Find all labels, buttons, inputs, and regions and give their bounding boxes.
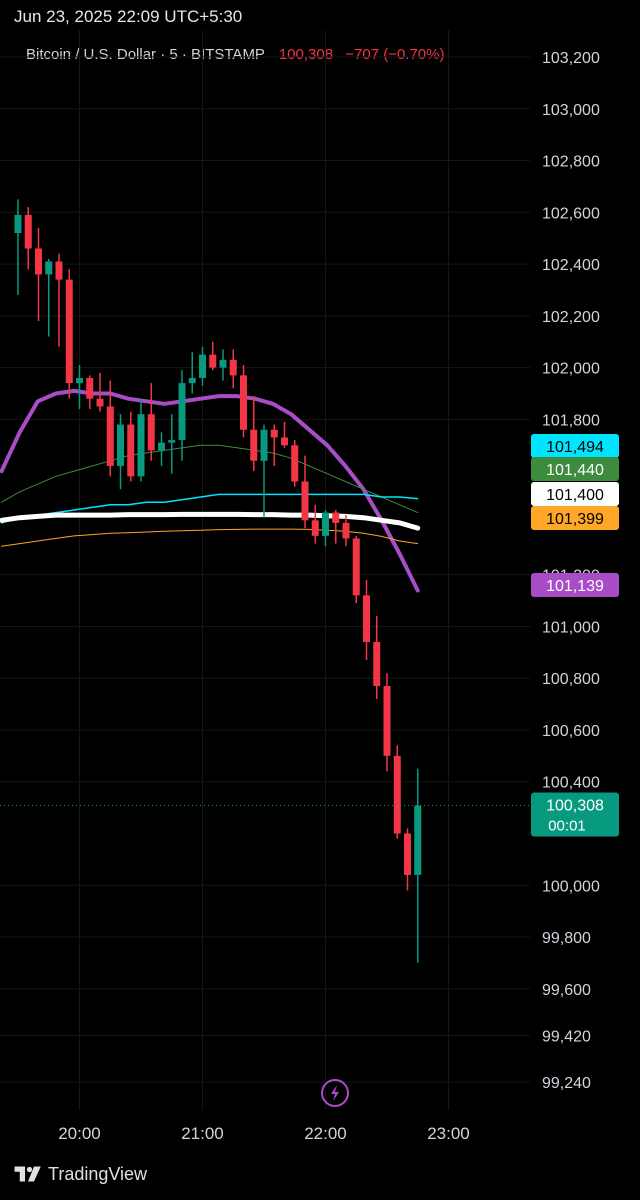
candle-body [35, 248, 42, 275]
lightning-icon[interactable] [321, 1079, 349, 1107]
price-label-white [531, 482, 619, 506]
y-tick-label: 102,800 [542, 154, 600, 171]
price-label-purple [531, 573, 619, 597]
tradingview-logo-icon [14, 1166, 41, 1182]
candle-body [250, 429, 258, 461]
last-price: 100,308 [278, 46, 334, 63]
series-green-line [1, 444, 419, 514]
y-tick-label: 99,420 [542, 1028, 591, 1045]
candle-body [45, 261, 53, 275]
candle-body [404, 833, 411, 875]
y-tick-label: 101,000 [542, 619, 600, 636]
candle-body [158, 442, 165, 451]
chart-legend: Bitcoin / U.S. Dollar · 5 · BITSTAMP 100… [26, 46, 445, 63]
candle-body [352, 538, 360, 596]
y-tick-label: 102,000 [542, 361, 600, 378]
price-chart[interactable]: 103,200 103,000 102,800 102,600 102,400 102,2… [0, 0, 640, 1160]
candle-body [342, 522, 350, 539]
candle-body [291, 445, 299, 482]
candle-body [199, 354, 206, 378]
candle-body [86, 377, 94, 399]
candle-body [322, 512, 329, 536]
candle-body [137, 414, 145, 477]
candle-body [383, 685, 391, 756]
candle-body [219, 359, 227, 368]
candle-body [229, 359, 237, 376]
y-tick-label: 103,000 [542, 102, 600, 119]
y-tick-label: 100,800 [542, 671, 600, 688]
candle-body [393, 755, 401, 834]
y-tick-label: 102,600 [542, 205, 600, 222]
candle-body [188, 377, 196, 384]
candle-body [209, 354, 217, 368]
current-price-label [531, 792, 619, 837]
price-label-text: 101,399 [546, 511, 604, 528]
price-label-text: 101,400 [546, 487, 604, 504]
y-tick-label: 99,800 [542, 930, 591, 947]
candle-body [178, 383, 186, 441]
x-tick-label: 20:00 [58, 1124, 101, 1143]
y-tick-label: 103,200 [542, 50, 600, 67]
candle-body [106, 406, 114, 466]
y-tick-label: 100,000 [542, 878, 600, 895]
lightning-bolt-icon [331, 1085, 339, 1101]
candle-body [24, 214, 32, 249]
candle-body [14, 214, 22, 234]
brand-name: TradingView [48, 1163, 148, 1184]
candle-body [270, 429, 278, 438]
candle-body [281, 437, 288, 446]
candle-body [332, 512, 340, 523]
price-change: −707 (−0.70%) [345, 46, 445, 63]
symbol-label: Bitcoin / U.S. Dollar · 5 · BITSTAMP [26, 46, 265, 63]
candle-body [363, 595, 370, 642]
x-tick-label: 22:00 [304, 1124, 347, 1143]
price-label-text: 101,494 [546, 439, 604, 456]
candle-body [96, 398, 104, 407]
candle-body [260, 429, 268, 461]
countdown-text: 00:01 [548, 818, 586, 835]
candle-body [168, 440, 176, 443]
y-tick-label: 100,400 [542, 775, 600, 792]
candle-body [373, 641, 381, 686]
y-tick-label: 101,800 [542, 412, 600, 429]
candle-body [117, 424, 124, 466]
candle-body [147, 414, 155, 451]
candle-body [127, 424, 135, 477]
series-purple-line [0, 388, 420, 593]
price-label-green [531, 457, 619, 481]
candle-body [65, 279, 73, 384]
current-price-text: 100,308 [546, 798, 604, 815]
y-tick-label: 100,600 [542, 723, 600, 740]
footer: TradingView [14, 1160, 147, 1188]
y-tick-label: 99,600 [542, 982, 591, 999]
status-bar: Jun 23, 2025 22:09 UTC+5:30 [0, 0, 640, 34]
y-tick-label: 99,240 [542, 1075, 591, 1092]
y-tick-label: 102,400 [542, 257, 600, 274]
timestamp: Jun 23, 2025 22:09 UTC+5:30 [14, 7, 243, 26]
candle-body [76, 377, 83, 384]
price-label-cyan [531, 434, 619, 458]
series-white-line [0, 511, 421, 531]
price-label-text: 101,440 [546, 462, 604, 479]
x-tick-label: 21:00 [181, 1124, 224, 1143]
candle-body [414, 805, 422, 875]
x-tick-label: 23:00 [427, 1124, 470, 1143]
series-cyan-line [0, 493, 419, 524]
y-tick-label: 102,200 [542, 309, 600, 326]
price-label-text: 101,139 [546, 578, 604, 595]
candle-body [55, 261, 63, 280]
candle-body [301, 481, 309, 521]
price-label-orange [531, 506, 619, 530]
candle-body [240, 375, 247, 430]
candle-body [311, 520, 319, 536]
